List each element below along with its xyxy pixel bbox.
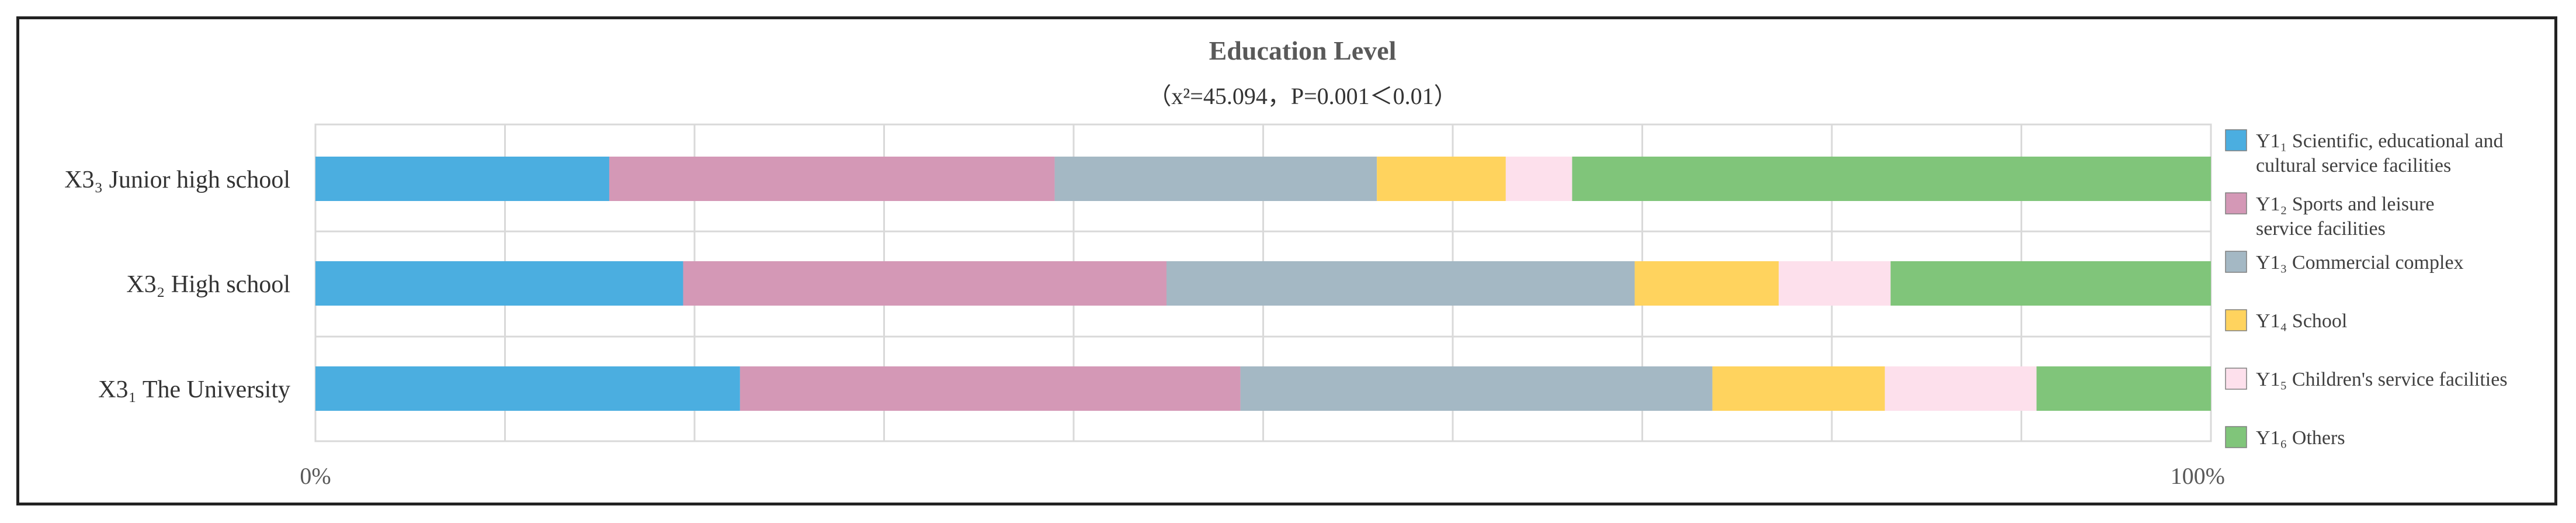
bar-segment-2-5 [2036, 366, 2211, 411]
bar-segment-2-4 [1884, 366, 2037, 411]
category-labels: X3₃ Junior high school X3₂ High school X3₁… [64, 167, 290, 403]
bar-segment-0-1 [609, 157, 1055, 201]
legend-swatch [2225, 309, 2247, 331]
bar-segment-2-1 [740, 366, 1241, 411]
bar-segment-1-1 [683, 261, 1167, 306]
bar-segment-1-2 [1167, 261, 1635, 306]
legend-swatch [2225, 129, 2247, 151]
chart-subtitle: （x²=45.094，P=0.001＜0.01） [1148, 83, 1457, 109]
bar-segment-0-3 [1377, 157, 1506, 201]
chart-frame [16, 16, 2557, 505]
legend-swatch [2225, 251, 2247, 273]
chart-title: Education Level [1209, 36, 1397, 65]
legend-entry: Y1₁ Scientific, educational and cultural … [2256, 130, 2504, 176]
legend-entry: Y1₅ Children's service facilities [2256, 369, 2508, 390]
legend-entry: Y1₆ Others [2256, 427, 2345, 449]
category-label: X3₁ The University [98, 376, 290, 403]
legend-entry: Y1₃ Commercial complex [2256, 252, 2464, 273]
category-label: X3₂ High school [126, 271, 290, 298]
bar-segment-2-2 [1240, 366, 1713, 411]
legend-entry: Y1₄ School [2256, 310, 2347, 332]
bar-segment-0-2 [1054, 157, 1377, 201]
bar-segment-1-3 [1634, 261, 1779, 306]
x-tick-label: 100% [2171, 463, 2225, 489]
bar-segment-2-0 [315, 366, 740, 411]
bars [315, 157, 2211, 411]
x-axis-tick-labels: 0% 100% [300, 463, 2225, 489]
bar-segment-1-0 [315, 261, 683, 306]
legend: Y1₁ Scientific, educational and cultural … [2225, 129, 2508, 449]
bar-segment-1-5 [1890, 261, 2211, 306]
bar-segment-0-0 [315, 157, 609, 201]
legend-swatch [2225, 192, 2247, 214]
bar-segment-1-4 [1779, 261, 1891, 306]
legend-entry: Y1₂ Sports and leisure service facilities [2256, 193, 2435, 240]
category-label: X3₃ Junior high school [64, 167, 290, 193]
legend-swatch [2225, 426, 2247, 448]
bar-segment-2-3 [1712, 366, 1885, 411]
legend-swatch [2225, 368, 2247, 390]
x-tick-label: 0% [300, 463, 331, 489]
bar-segment-0-5 [1572, 157, 2211, 201]
bar-segment-0-4 [1505, 157, 1572, 201]
